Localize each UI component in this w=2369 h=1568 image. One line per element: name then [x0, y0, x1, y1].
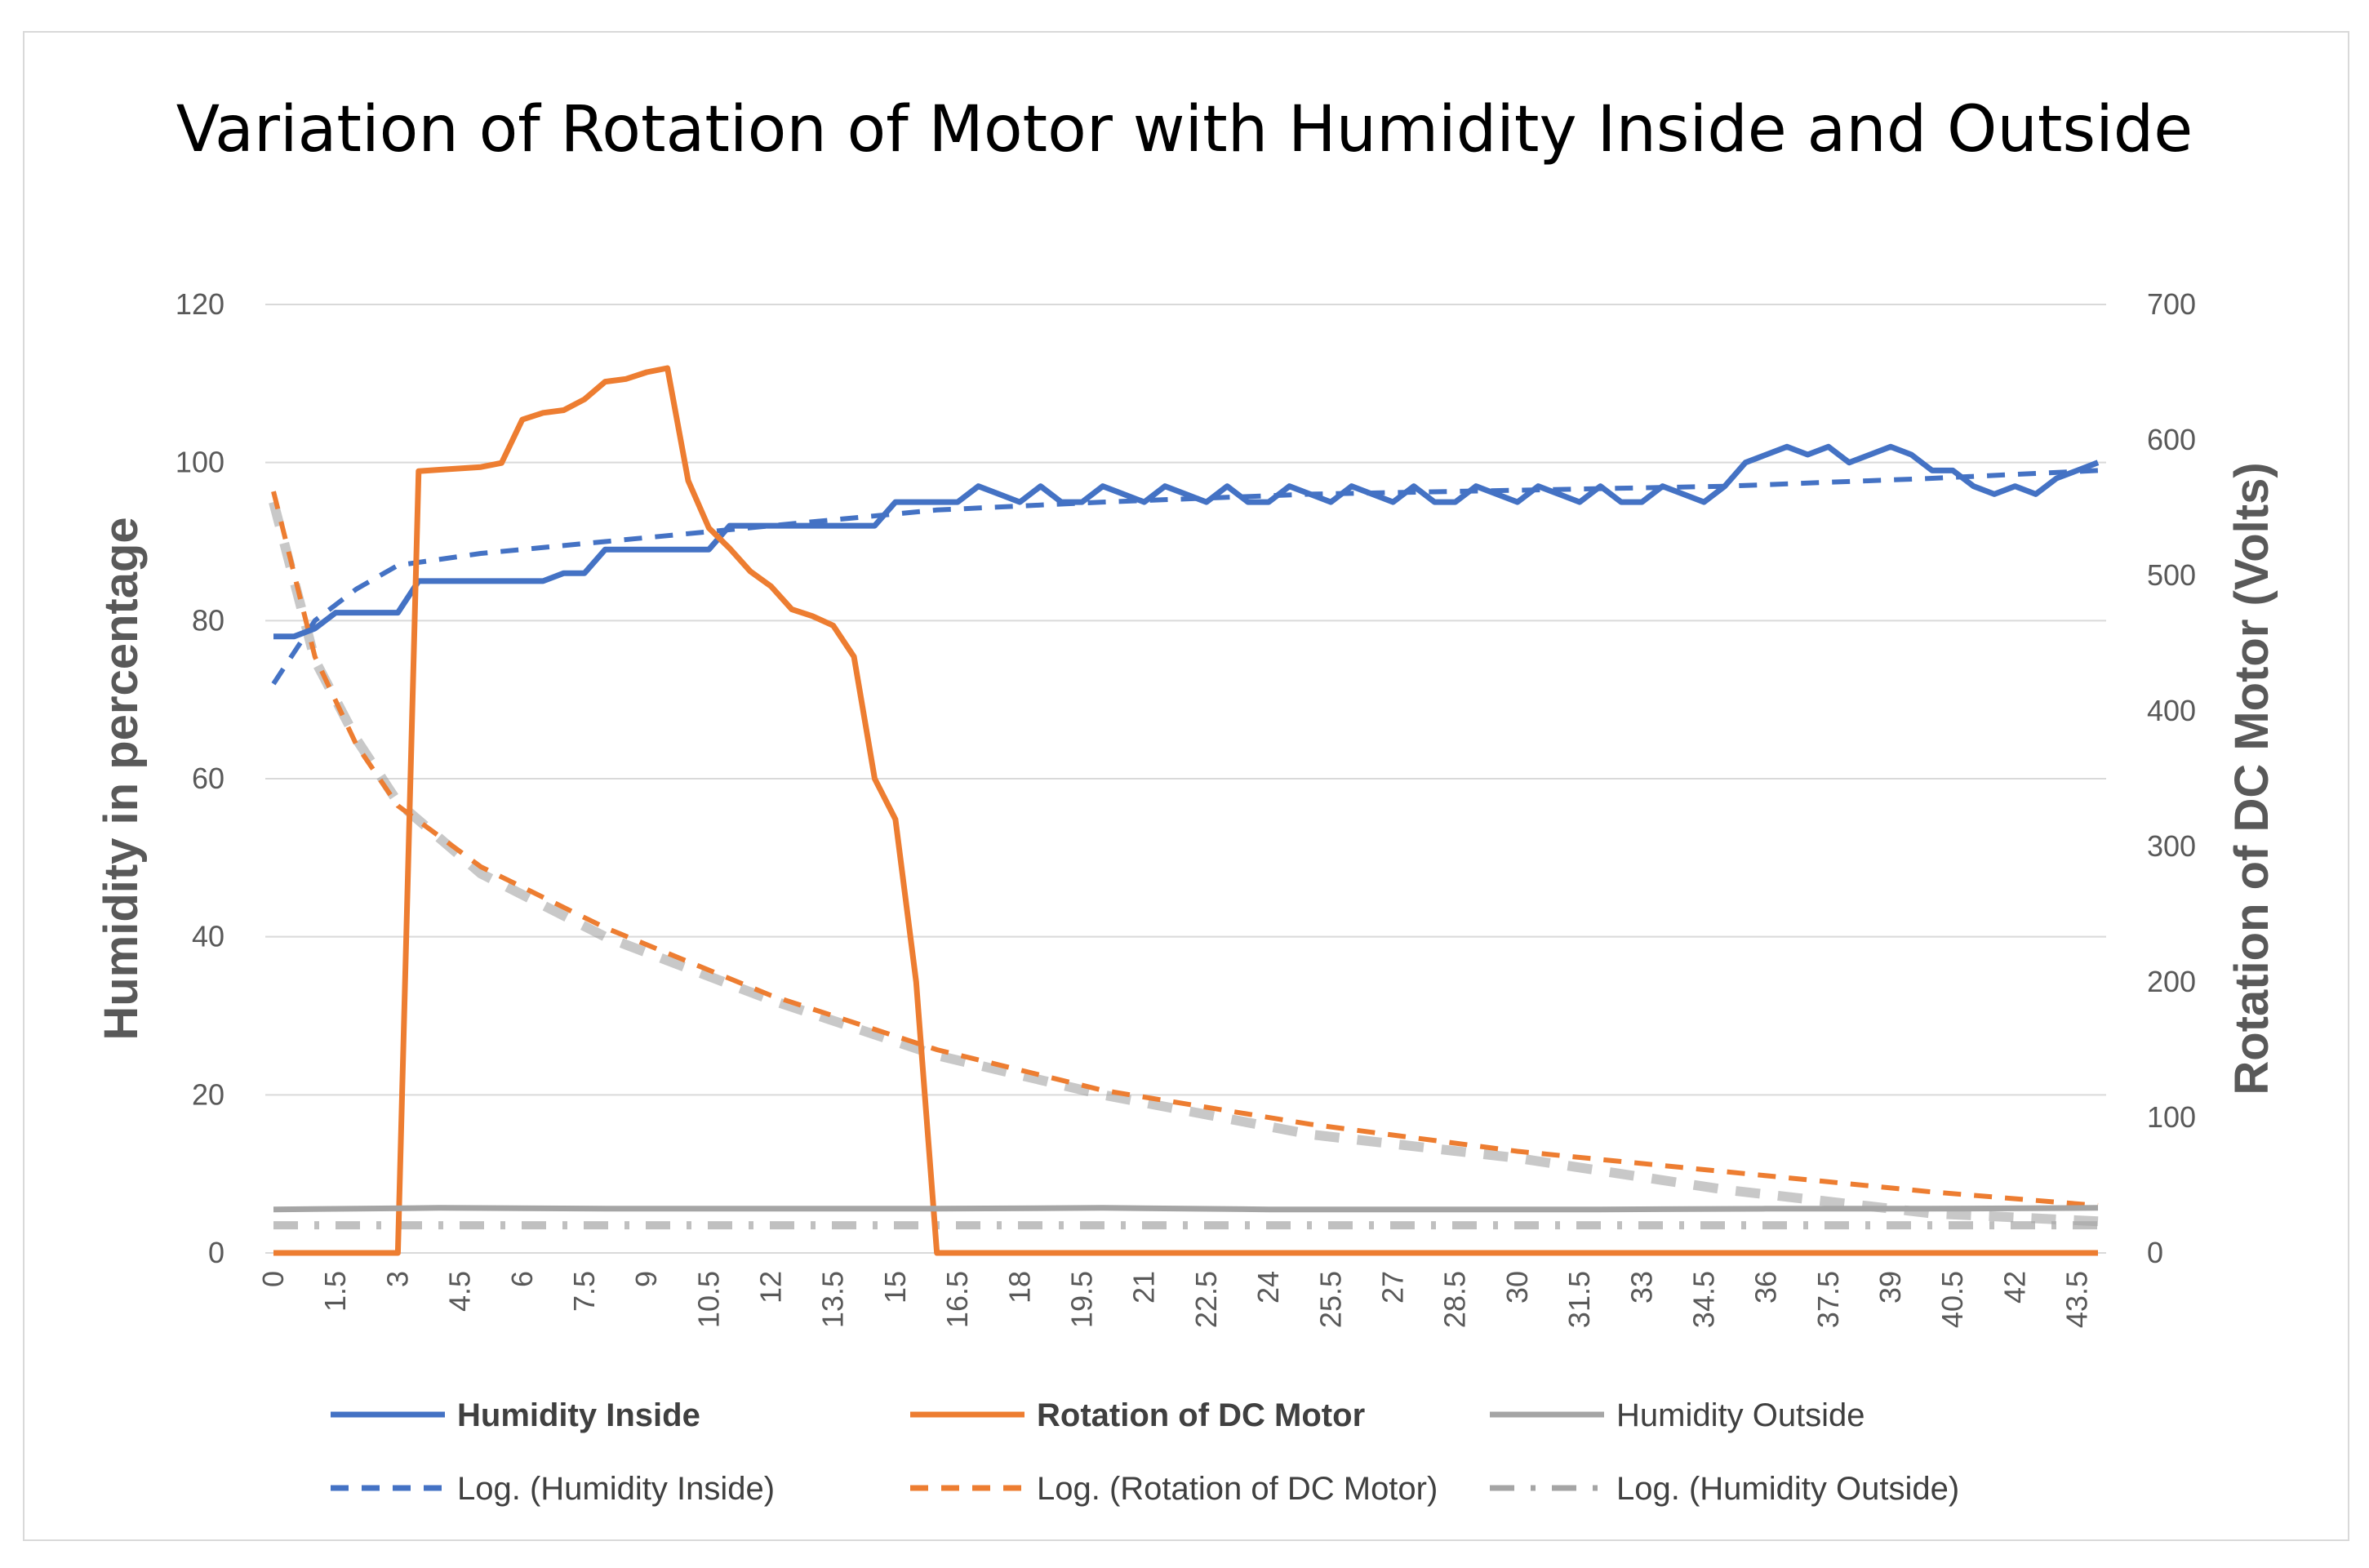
x-tick-label: 13.5	[816, 1271, 850, 1328]
x-tick-label: 1.5	[318, 1271, 352, 1312]
x-tick-label: 27	[1376, 1271, 1409, 1304]
x-tick-label: 15	[878, 1271, 912, 1304]
legend-item: Log. (Humidity Outside)	[1490, 1471, 1959, 1507]
legend-label: Log. (Humidity Inside)	[457, 1471, 775, 1507]
x-tick-label: 19.5	[1065, 1271, 1099, 1328]
x-tick-label: 31.5	[1562, 1271, 1596, 1328]
y-right-tick-label: 500	[2147, 558, 2196, 592]
y-right-tick-label: 400	[2147, 694, 2196, 727]
x-tick-label: 37.5	[1811, 1271, 1845, 1328]
x-tick-label: 43.5	[2060, 1271, 2094, 1328]
x-tick-label: 10.5	[691, 1271, 725, 1328]
y-right-tick-label: 700	[2147, 287, 2196, 321]
legend-label: Rotation of DC Motor	[1037, 1397, 1365, 1433]
axis-labels: 0 20 40 60 80 100 120 0 100 200 300 400 500 600 700 0 1.…	[176, 287, 2196, 1328]
x-tick-label: 7.5	[567, 1271, 601, 1312]
x-tick-label: 28.5	[1438, 1271, 1472, 1328]
legend-label: Log. (Rotation of DC Motor)	[1037, 1471, 1438, 1507]
y-left-tick-label: 100	[176, 446, 224, 479]
legend-label: Humidity Inside	[457, 1397, 700, 1433]
y-axis-left-title: Humidity in percentage	[95, 517, 148, 1040]
legend-item: Humidity Inside	[331, 1397, 700, 1433]
legend-item: Humidity Outside	[1490, 1397, 1865, 1433]
legend-item: Log. (Humidity Inside)	[331, 1471, 775, 1507]
series-humidity-inside	[273, 443, 2100, 640]
legend-item: Log. (Rotation of DC Motor)	[910, 1471, 1438, 1507]
y-right-tick-label: 100	[2147, 1100, 2196, 1134]
x-tick-label: 16.5	[940, 1271, 974, 1328]
trendline-log-rotation-of-dc-motor	[271, 491, 2099, 1208]
x-tick-label: 36	[1749, 1271, 1783, 1304]
y-left-tick-label: 40	[192, 920, 224, 953]
trendline-log-humidity-inside	[271, 468, 2099, 686]
x-tick-label: 6	[505, 1271, 539, 1287]
legend-item: Rotation of DC Motor	[910, 1397, 1365, 1433]
series-layer	[269, 365, 2100, 1256]
legend-label: Log. (Humidity Outside)	[1616, 1471, 1959, 1507]
legend: Humidity Inside Rotation of DC Motor Humid…	[331, 1397, 1959, 1507]
x-tick-label: 12	[754, 1271, 788, 1304]
x-tick-label: 9	[629, 1271, 663, 1287]
y-right-tick-label: 200	[2147, 965, 2196, 998]
x-tick-label: 0	[256, 1271, 290, 1287]
x-tick-label: 22.5	[1189, 1271, 1223, 1328]
series-humidity-outside	[273, 1205, 2099, 1213]
y-left-tick-label: 20	[192, 1077, 224, 1111]
x-tick-label: 21	[1127, 1271, 1161, 1304]
trendline-humidity-outside-shadow	[269, 500, 2099, 1227]
x-tick-label: 30	[1500, 1271, 1534, 1304]
y-right-tick-label: 300	[2147, 829, 2196, 863]
x-tick-label: 39	[1873, 1271, 1907, 1304]
y-axis-right-title: Rotation of DC Motor (Volts)	[2225, 462, 2278, 1095]
legend-label: Humidity Outside	[1616, 1397, 1865, 1433]
x-tick-label: 34.5	[1687, 1271, 1720, 1328]
x-tick-label: 4.5	[443, 1271, 477, 1312]
x-tick-label: 40.5	[1936, 1271, 1969, 1328]
y-left-tick-label: 0	[208, 1236, 224, 1269]
x-tick-label: 24	[1251, 1271, 1285, 1304]
x-tick-label: 18	[1002, 1271, 1036, 1304]
y-right-tick-label: 0	[2147, 1236, 2163, 1269]
y-right-tick-label: 600	[2147, 423, 2196, 456]
y-left-tick-label: 60	[192, 762, 224, 795]
y-left-tick-label: 80	[192, 603, 224, 637]
x-tick-label: 33	[1625, 1271, 1658, 1304]
x-tick-label: 3	[380, 1271, 414, 1287]
x-tick-label: 25.5	[1313, 1271, 1347, 1328]
chart-title: Variation of Rotation of Motor with Humi…	[176, 93, 2193, 167]
x-tick-label: 42	[1998, 1271, 2031, 1304]
y-left-tick-label: 120	[176, 287, 224, 321]
series-rotation-of-dc-motor	[273, 365, 2098, 1256]
